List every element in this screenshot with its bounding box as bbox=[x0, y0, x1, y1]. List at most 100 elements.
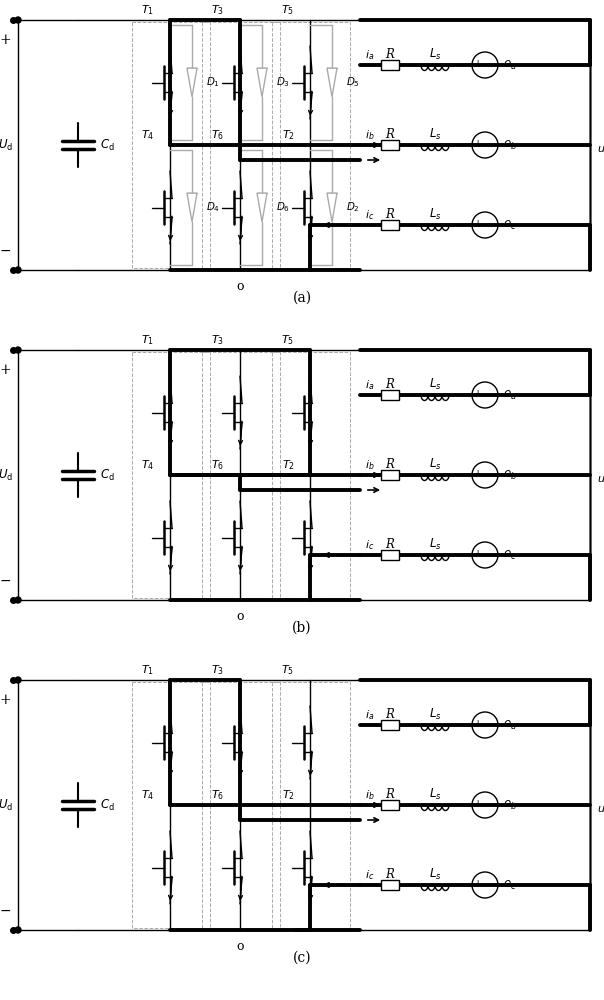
Text: $-$: $-$ bbox=[487, 798, 497, 808]
Text: R: R bbox=[385, 47, 394, 60]
Text: $L_s$: $L_s$ bbox=[429, 536, 442, 552]
Text: R: R bbox=[385, 458, 394, 471]
Text: $i_b$: $i_b$ bbox=[365, 128, 374, 142]
Circle shape bbox=[15, 347, 21, 353]
Text: $-$: $-$ bbox=[487, 58, 497, 68]
Text: $L_s$: $L_s$ bbox=[429, 206, 442, 222]
Text: $T_1$: $T_1$ bbox=[141, 333, 155, 347]
Text: $-$: $-$ bbox=[487, 718, 497, 728]
Text: R: R bbox=[385, 208, 394, 221]
Text: $L_s$: $L_s$ bbox=[429, 866, 442, 882]
Text: R: R bbox=[385, 867, 394, 880]
Text: $D_3$: $D_3$ bbox=[276, 76, 290, 89]
Text: $i_a$: $i_a$ bbox=[365, 378, 374, 392]
Polygon shape bbox=[187, 68, 197, 97]
Text: +: + bbox=[0, 363, 11, 377]
Text: $L_s$: $L_s$ bbox=[429, 376, 442, 392]
Text: $L_s$: $L_s$ bbox=[429, 46, 442, 62]
Text: $T_6$: $T_6$ bbox=[211, 458, 225, 472]
Text: $i_b$: $i_b$ bbox=[365, 458, 374, 472]
Text: $T_2$: $T_2$ bbox=[281, 788, 295, 802]
Text: +: + bbox=[474, 548, 482, 558]
Circle shape bbox=[15, 677, 21, 683]
Text: $e_b$: $e_b$ bbox=[503, 468, 517, 482]
Text: $T_4$: $T_4$ bbox=[141, 788, 155, 802]
Text: $T_5$: $T_5$ bbox=[281, 663, 295, 677]
Circle shape bbox=[15, 597, 21, 603]
Circle shape bbox=[15, 17, 21, 23]
Text: $i_a$: $i_a$ bbox=[365, 708, 374, 722]
Text: $U_{\mathrm{d}}$: $U_{\mathrm{d}}$ bbox=[0, 467, 13, 483]
Text: $e_a$: $e_a$ bbox=[503, 718, 517, 732]
Text: R: R bbox=[385, 788, 394, 800]
Text: $D_4$: $D_4$ bbox=[206, 201, 220, 214]
Text: $U_{\mathrm{d}}$: $U_{\mathrm{d}}$ bbox=[0, 137, 13, 153]
Text: $-$: $-$ bbox=[487, 548, 497, 558]
Bar bbox=[202, 352, 280, 598]
Text: R: R bbox=[385, 538, 394, 550]
Text: $T_3$: $T_3$ bbox=[211, 3, 225, 17]
Bar bbox=[381, 390, 399, 400]
Text: $e_a$: $e_a$ bbox=[503, 388, 517, 402]
Text: $-$: $-$ bbox=[0, 903, 11, 917]
Text: $T_4$: $T_4$ bbox=[141, 458, 155, 472]
Text: R: R bbox=[385, 127, 394, 140]
Bar bbox=[202, 682, 280, 928]
Text: (a): (a) bbox=[292, 291, 312, 305]
Text: $L_s$: $L_s$ bbox=[429, 786, 442, 802]
Text: $e_c$: $e_c$ bbox=[503, 878, 516, 892]
Text: $i_a$: $i_a$ bbox=[365, 48, 374, 62]
Bar bbox=[132, 682, 210, 928]
Text: $e_a$: $e_a$ bbox=[503, 58, 517, 72]
Text: $u_n$: $u_n$ bbox=[597, 804, 604, 816]
Text: $U_{\mathrm{d}}$: $U_{\mathrm{d}}$ bbox=[0, 797, 13, 813]
Text: $i_c$: $i_c$ bbox=[365, 208, 374, 222]
Text: (b): (b) bbox=[292, 621, 312, 635]
Bar bbox=[381, 800, 399, 810]
Text: $i_c$: $i_c$ bbox=[365, 538, 374, 552]
Bar bbox=[132, 352, 210, 598]
Polygon shape bbox=[327, 193, 337, 222]
Bar bbox=[381, 220, 399, 230]
Text: $C_{\mathrm{d}}$: $C_{\mathrm{d}}$ bbox=[100, 797, 115, 813]
Polygon shape bbox=[187, 193, 197, 222]
Text: $D_5$: $D_5$ bbox=[346, 76, 360, 89]
Text: $L_s$: $L_s$ bbox=[429, 706, 442, 722]
Circle shape bbox=[15, 267, 21, 273]
Text: $D_1$: $D_1$ bbox=[206, 76, 220, 89]
Polygon shape bbox=[257, 193, 267, 222]
Text: o: o bbox=[236, 280, 244, 293]
Text: $L_s$: $L_s$ bbox=[429, 456, 442, 472]
Bar bbox=[381, 880, 399, 890]
Text: $T_6$: $T_6$ bbox=[211, 788, 225, 802]
Bar bbox=[272, 22, 350, 268]
Text: +: + bbox=[474, 388, 482, 397]
Text: $i_c$: $i_c$ bbox=[365, 868, 374, 882]
Text: $T_5$: $T_5$ bbox=[281, 333, 295, 347]
Text: $T_3$: $T_3$ bbox=[211, 333, 225, 347]
Text: $e_c$: $e_c$ bbox=[503, 548, 516, 562]
Text: $i_b$: $i_b$ bbox=[365, 788, 374, 802]
Text: $-$: $-$ bbox=[487, 388, 497, 398]
Text: $T_6$: $T_6$ bbox=[211, 128, 225, 142]
Bar bbox=[202, 22, 280, 268]
Text: $-$: $-$ bbox=[487, 878, 497, 888]
Text: $T_5$: $T_5$ bbox=[281, 3, 295, 17]
Text: $D_2$: $D_2$ bbox=[346, 201, 360, 214]
Text: $C_{\mathrm{d}}$: $C_{\mathrm{d}}$ bbox=[100, 467, 115, 483]
Bar bbox=[272, 682, 350, 928]
Polygon shape bbox=[257, 68, 267, 97]
Text: +: + bbox=[474, 219, 482, 228]
Text: $T_2$: $T_2$ bbox=[281, 458, 295, 472]
Text: $T_1$: $T_1$ bbox=[141, 3, 155, 17]
Text: $-$: $-$ bbox=[0, 243, 11, 257]
Text: $T_1$: $T_1$ bbox=[141, 663, 155, 677]
Text: +: + bbox=[0, 33, 11, 47]
Text: R: R bbox=[385, 708, 394, 720]
Text: +: + bbox=[474, 138, 482, 147]
Text: $e_c$: $e_c$ bbox=[503, 218, 516, 232]
Text: +: + bbox=[474, 879, 482, 888]
Bar bbox=[381, 550, 399, 560]
Text: $e_b$: $e_b$ bbox=[503, 798, 517, 812]
Text: $-$: $-$ bbox=[487, 138, 497, 148]
